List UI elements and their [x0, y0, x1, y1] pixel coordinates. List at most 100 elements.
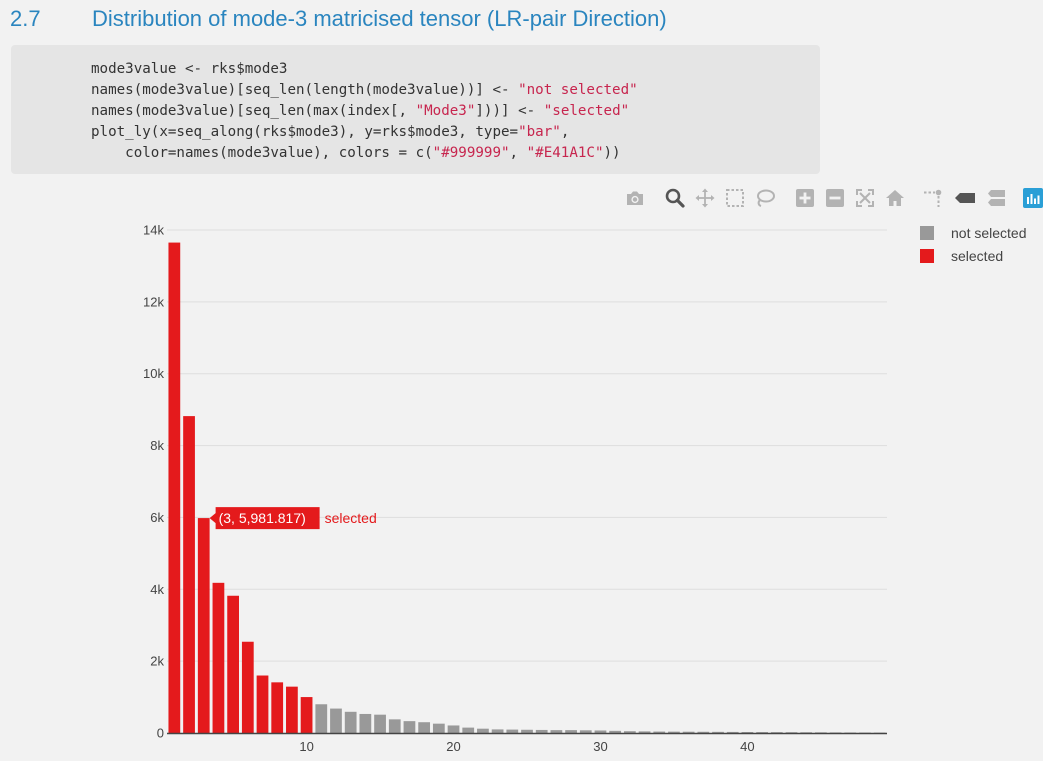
legend-swatch — [920, 226, 934, 240]
bar[interactable] — [697, 731, 710, 733]
y-tick-label: 2k — [150, 654, 164, 669]
bar[interactable] — [344, 711, 357, 733]
bar[interactable] — [241, 641, 254, 733]
zoom-in-icon[interactable] — [794, 187, 816, 209]
bar[interactable] — [330, 708, 342, 733]
bar[interactable] — [579, 730, 592, 733]
bar[interactable] — [432, 723, 445, 733]
plot-toolbar — [620, 185, 1043, 211]
bar[interactable] — [418, 722, 431, 733]
bar[interactable] — [682, 731, 695, 733]
code-token: plot_ly(x=seq_along(rks$mode3), y=rks$mo… — [91, 124, 519, 140]
bar[interactable] — [638, 731, 651, 733]
code-string-token: "bar" — [518, 124, 561, 140]
lasso-select-icon[interactable] — [754, 187, 776, 209]
code-string-token: "not selected" — [518, 82, 638, 98]
bar[interactable] — [447, 725, 460, 733]
code-line: names(mode3value)[seq_len(length(mode3va… — [91, 80, 820, 101]
code-line: color=names(mode3value), colors = c("#99… — [91, 143, 820, 164]
bar[interactable] — [300, 697, 313, 733]
autoscale-icon[interactable] — [854, 187, 876, 209]
section-title: Distribution of mode-3 matricised tensor… — [92, 6, 667, 31]
box-select-icon[interactable] — [724, 187, 746, 209]
bar[interactable] — [550, 730, 563, 733]
x-tick-label: 20 — [446, 739, 460, 754]
section-number: 2.7 — [10, 6, 41, 31]
bar[interactable] — [565, 730, 577, 733]
code-line: plot_ly(x=seq_along(rks$mode3), y=rks$mo… — [91, 122, 820, 143]
code-block: mode3value <- rks$mode3 names(mode3value)… — [11, 45, 820, 174]
bar[interactable] — [491, 729, 504, 733]
bar[interactable] — [521, 729, 533, 733]
camera-icon[interactable] — [624, 187, 646, 209]
bar[interactable] — [374, 714, 386, 733]
zoom-icon[interactable] — [664, 187, 686, 209]
bar[interactable] — [623, 731, 636, 733]
bar[interactable] — [271, 682, 284, 733]
code-token: , — [509, 145, 527, 161]
pan-icon[interactable] — [694, 187, 716, 209]
bar[interactable] — [256, 675, 269, 733]
code-token: names(mode3value)[seq_len(length(mode3va… — [91, 82, 519, 98]
y-tick-label: 14k — [143, 223, 164, 238]
y-tick-label: 12k — [143, 294, 164, 309]
section-heading: 2.7 Distribution of mode-3 matricised ten… — [10, 4, 667, 34]
bar[interactable] — [668, 731, 680, 733]
bar[interactable] — [770, 732, 783, 733]
bar[interactable] — [756, 732, 768, 733]
bar[interactable] — [197, 518, 210, 733]
zoom-out-icon[interactable] — [824, 187, 846, 209]
code-token: )) — [603, 145, 621, 161]
hover-tooltip-value: (3, 5,981.817) — [219, 510, 306, 526]
code-token: ]))] <- — [475, 103, 544, 119]
hover-closest-icon[interactable] — [954, 187, 976, 209]
bar[interactable] — [726, 731, 739, 733]
code-token: mode3value <- rks$mode3 — [91, 61, 288, 77]
code-token: , — [560, 124, 570, 140]
bar[interactable] — [741, 731, 754, 733]
y-tick-label: 4k — [150, 582, 164, 597]
x-tick-label: 40 — [740, 739, 754, 754]
legend-label: selected — [951, 248, 1004, 264]
legend-label: not selected — [951, 225, 1027, 241]
bar[interactable] — [315, 704, 328, 733]
bar[interactable] — [359, 713, 372, 733]
bar[interactable] — [183, 416, 195, 733]
plotly-logo-icon[interactable] — [1022, 187, 1043, 209]
bar[interactable] — [227, 595, 239, 733]
bar[interactable] — [388, 719, 401, 733]
bar[interactable] — [168, 242, 181, 733]
code-token: names(mode3value)[seq_len(max(index[, — [91, 103, 416, 119]
x-tick-label: 30 — [593, 739, 607, 754]
y-tick-label: 10k — [143, 366, 164, 381]
bar[interactable] — [594, 730, 607, 733]
bar[interactable] — [535, 729, 548, 733]
bar[interactable] — [403, 721, 416, 733]
spike-lines-icon[interactable] — [922, 187, 944, 209]
y-tick-label: 0 — [157, 726, 164, 741]
bar[interactable] — [653, 731, 666, 733]
y-tick-label: 6k — [150, 510, 164, 525]
bar[interactable] — [462, 727, 475, 733]
bar[interactable] — [800, 732, 813, 734]
bar[interactable] — [506, 729, 519, 733]
legend-swatch — [920, 249, 934, 263]
bar[interactable] — [286, 686, 298, 733]
bar[interactable] — [609, 730, 622, 733]
reset-axes-icon[interactable] — [884, 187, 906, 209]
code-string-token: "#E41A1C" — [526, 145, 604, 161]
hover-tooltip-series: selected — [325, 510, 377, 526]
code-string-token: "#999999" — [432, 145, 510, 161]
hover-tooltip-box — [209, 507, 320, 530]
code-line: names(mode3value)[seq_len(max(index[, "M… — [91, 101, 820, 122]
bar[interactable] — [477, 728, 489, 733]
bar[interactable] — [785, 732, 798, 734]
code-string-token: "selected" — [543, 103, 630, 119]
x-tick-label: 10 — [299, 739, 313, 754]
bar[interactable] — [712, 731, 724, 733]
hover-compare-icon[interactable] — [984, 187, 1006, 209]
code-line: mode3value <- rks$mode3 — [91, 59, 820, 80]
bar[interactable] — [212, 582, 225, 733]
bar-chart[interactable]: 0 2k 4k 6k 8k 10k 12k 14k 10 20 30 40 (3, 5,981.817)… — [0, 210, 900, 761]
code-token: color=names(mode3value), colors = c( — [91, 145, 433, 161]
